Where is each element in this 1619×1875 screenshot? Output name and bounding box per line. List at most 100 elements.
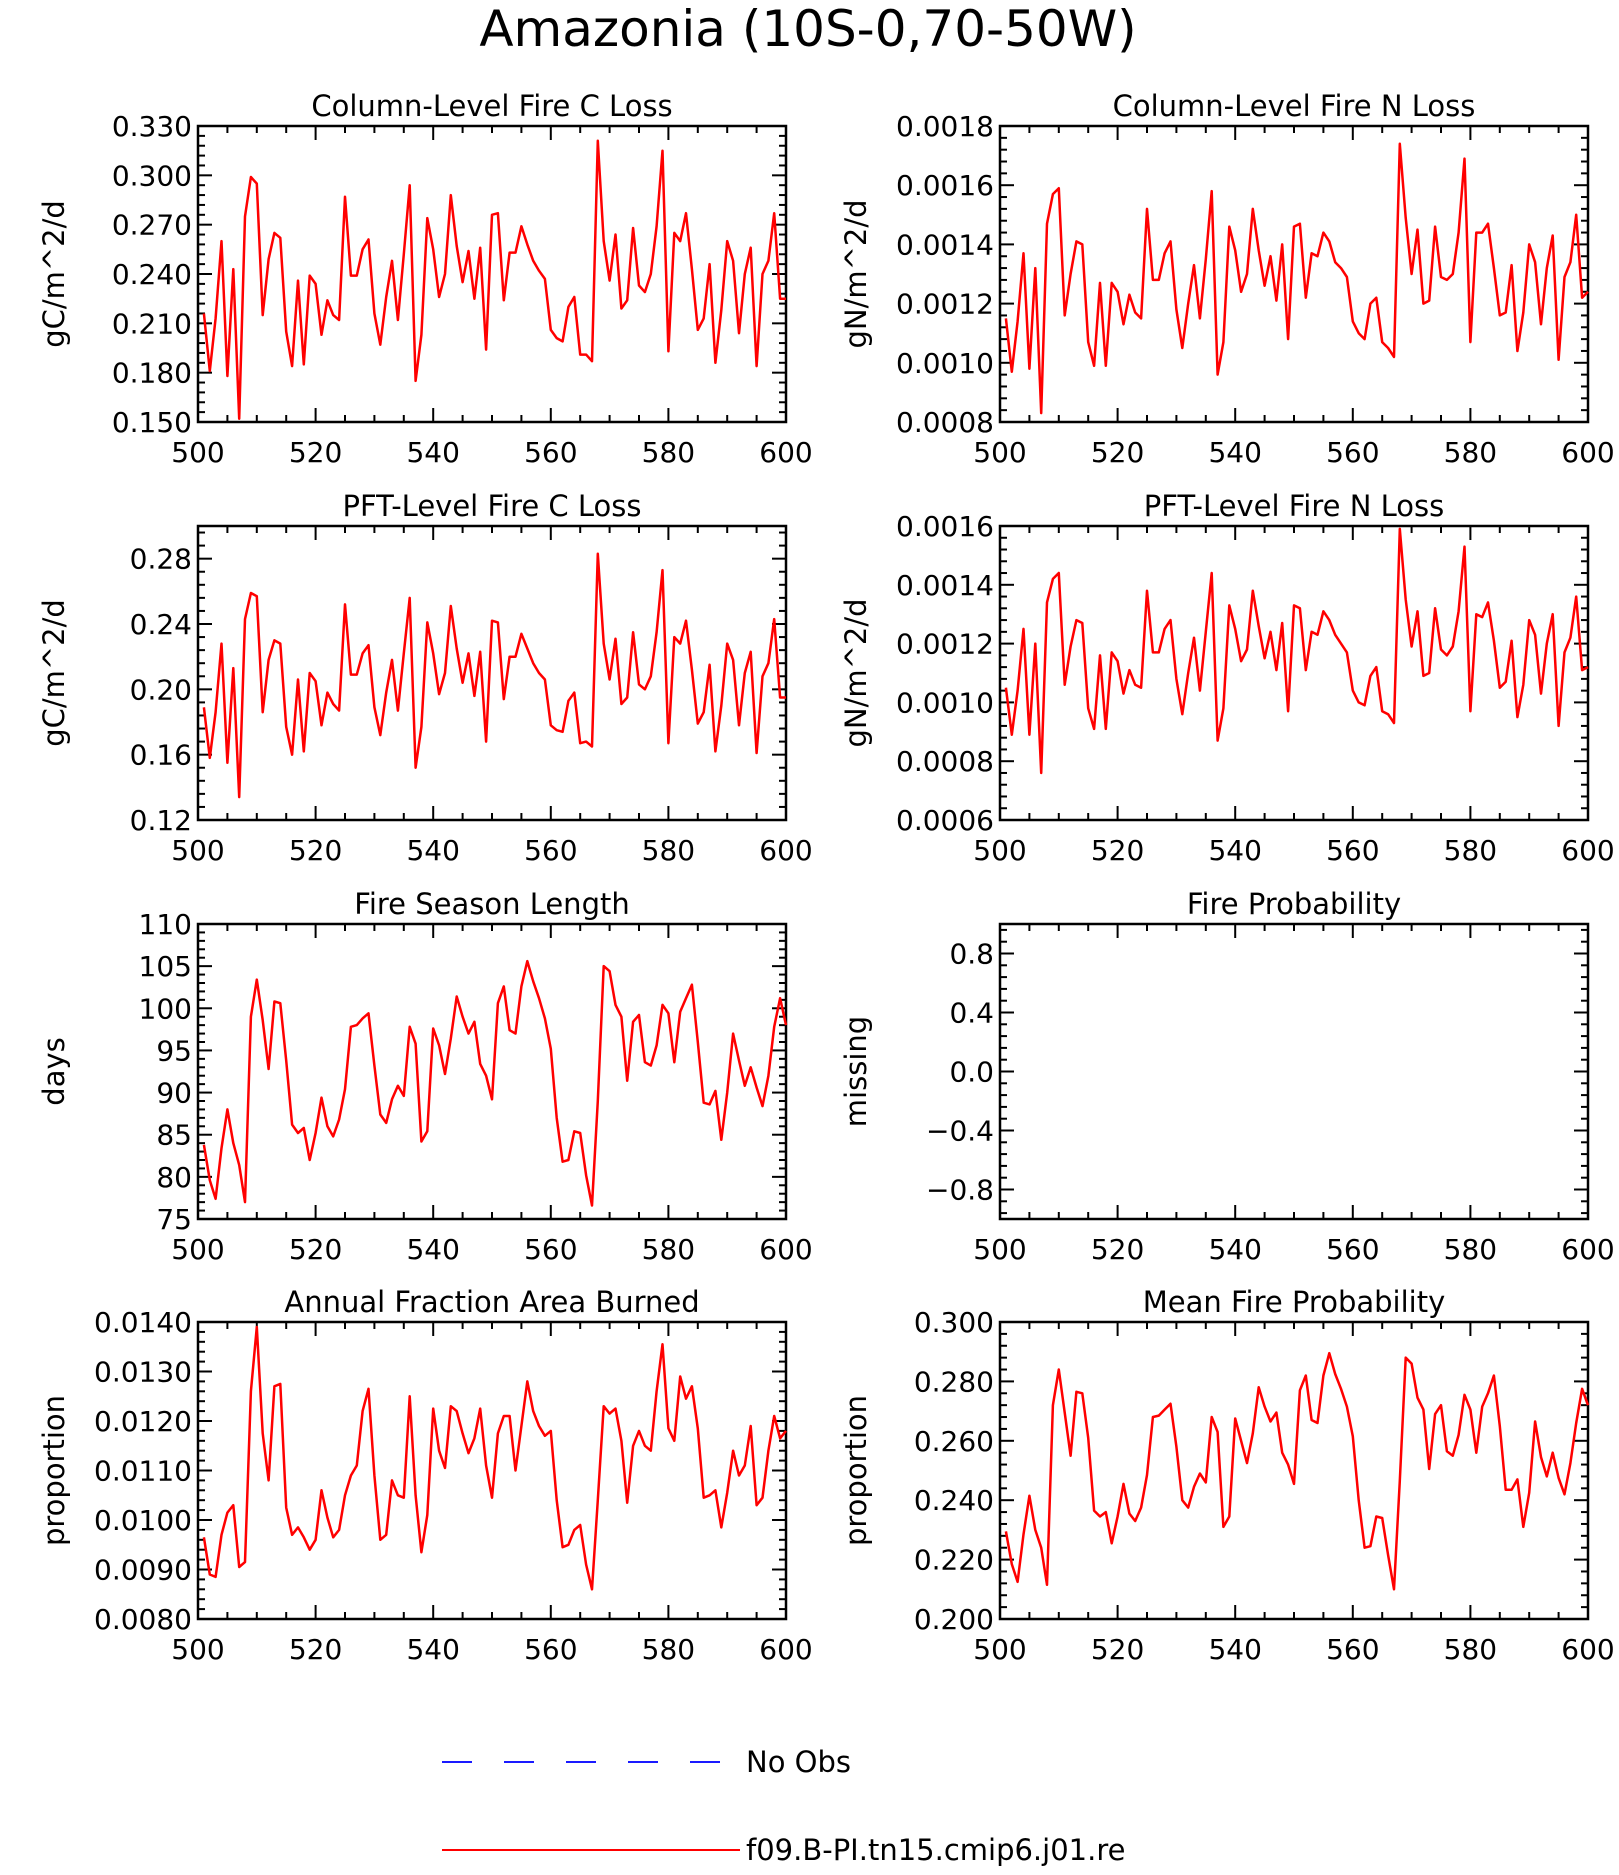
y-tick-label: 0.0008 xyxy=(896,745,994,778)
x-tick-label: 600 xyxy=(759,1233,812,1266)
x-tick-label: 540 xyxy=(1208,1633,1261,1666)
y-tick-label: 0.150 xyxy=(112,406,192,439)
y-tick-label: 0.280 xyxy=(914,1365,994,1398)
x-tick-label: 580 xyxy=(642,436,695,469)
plot-frame xyxy=(998,124,1590,424)
panel-8: Mean Fire Probability proportion 500 520 540… xyxy=(839,1285,1615,1666)
y-tick-label: 0.0016 xyxy=(896,510,994,543)
series-line-1 xyxy=(1004,1351,1590,1591)
x-tick-label: 540 xyxy=(1208,1233,1261,1266)
y-tick-label: 75 xyxy=(156,1203,192,1236)
x-tick-label: 560 xyxy=(1326,436,1379,469)
x-tick-label: 580 xyxy=(1444,1633,1497,1666)
legend-label-2: f09.B-PI.tn15.cmip6.j01.re xyxy=(746,1833,1125,1867)
x-tick-label: 520 xyxy=(289,436,342,469)
legend-label-1: No Obs xyxy=(746,1745,851,1779)
x-tick-label: 540 xyxy=(1208,834,1261,867)
y-tick-label: 0.0120 xyxy=(94,1405,192,1438)
y-tick-label: 110 xyxy=(139,908,192,941)
x-tick-label: 560 xyxy=(1326,1233,1379,1266)
x-tick-label: 500 xyxy=(973,834,1026,867)
panel-3: PFT-Level Fire C Loss gC/m^2/d 500 520 540 56… xyxy=(37,489,813,867)
y-tick-label: 0.330 xyxy=(112,110,192,143)
y-tick-label: 0.0012 xyxy=(896,628,994,661)
y-tick-label: 0.20 xyxy=(130,673,192,706)
y-tick-label: 0.260 xyxy=(914,1425,994,1458)
x-tick-label: 500 xyxy=(171,436,224,469)
y-tick-label: 0.210 xyxy=(112,307,192,340)
x-tick-label: 560 xyxy=(524,1633,577,1666)
x-tick-label: 580 xyxy=(1444,1233,1497,1266)
panel-title: Column-Level Fire N Loss xyxy=(1113,89,1476,123)
x-tick-label: 600 xyxy=(1561,1633,1614,1666)
x-tick-label: 560 xyxy=(524,1233,577,1266)
x-tick-label: 580 xyxy=(1444,436,1497,469)
x-tick-label: 540 xyxy=(406,436,459,469)
series-line-1 xyxy=(202,552,786,799)
y-tick-label: 85 xyxy=(156,1119,192,1152)
x-tick-label: 520 xyxy=(1091,834,1144,867)
y-tick-label: 95 xyxy=(156,1034,192,1067)
figure-title: Amazonia (10S-0,70-50W) xyxy=(479,0,1136,58)
series-line-1 xyxy=(1004,527,1589,775)
y-tick-label: 0.16 xyxy=(130,739,192,772)
x-tick-label: 500 xyxy=(171,1233,224,1266)
panel-title: PFT-Level Fire N Loss xyxy=(1144,489,1444,523)
x-tick-label: 540 xyxy=(1208,436,1261,469)
panel-title: Fire Season Length xyxy=(354,887,629,921)
x-tick-label: 500 xyxy=(973,436,1026,469)
y-tick-label: 0.0100 xyxy=(94,1504,192,1537)
y-tick-label: 0.0130 xyxy=(94,1356,192,1389)
y-tick-label: 0.220 xyxy=(914,1544,994,1577)
panel-title: Annual Fraction Area Burned xyxy=(284,1285,699,1319)
x-tick-label: 520 xyxy=(289,1633,342,1666)
x-tick-label: 500 xyxy=(973,1233,1026,1266)
x-tick-label: 600 xyxy=(1561,834,1614,867)
x-tick-label: 580 xyxy=(642,1633,695,1666)
y-tick-label: 105 xyxy=(139,950,192,983)
x-tick-label: 580 xyxy=(1444,834,1497,867)
panel-5: Fire Season Length days 500 520 540 560 580 600… xyxy=(37,887,813,1266)
y-axis-label: missing xyxy=(839,1016,873,1127)
x-tick-label: 540 xyxy=(406,1233,459,1266)
x-tick-label: 540 xyxy=(406,834,459,867)
x-tick-label: 520 xyxy=(1091,1233,1144,1266)
y-tick-label: 0.0010 xyxy=(896,347,994,380)
y-axis-label: gN/m^2/d xyxy=(839,598,873,747)
y-axis-label: gC/m^2/d xyxy=(37,599,71,747)
series-line-1 xyxy=(202,959,788,1207)
y-axis-label: gC/m^2/d xyxy=(37,200,71,348)
y-tick-label: 0.270 xyxy=(112,209,192,242)
plot-frame xyxy=(196,124,788,424)
x-tick-label: 560 xyxy=(1326,834,1379,867)
panel-6: Fire Probability missing 500 520 540 560 580 60… xyxy=(839,887,1615,1266)
y-tick-label: 0.180 xyxy=(112,357,192,390)
y-axis-label: gN/m^2/d xyxy=(839,199,873,348)
x-tick-label: 600 xyxy=(1561,1233,1614,1266)
panel-7: Annual Fraction Area Burned proportion 500… xyxy=(37,1285,813,1666)
plot-frame xyxy=(998,922,1590,1221)
y-tick-label: 0.0008 xyxy=(896,406,994,439)
y-tick-label: 0.0018 xyxy=(896,110,994,143)
series-line-1 xyxy=(202,139,786,420)
y-tick-label: 0.4 xyxy=(949,997,994,1030)
x-tick-label: 500 xyxy=(171,1633,224,1666)
x-tick-label: 560 xyxy=(1326,1633,1379,1666)
y-tick-label: 0.8 xyxy=(949,938,994,971)
panel-title: Fire Probability xyxy=(1187,887,1401,921)
y-tick-label: 0.200 xyxy=(914,1603,994,1636)
x-tick-label: 600 xyxy=(759,436,812,469)
x-tick-label: 520 xyxy=(289,834,342,867)
y-tick-label: 0.240 xyxy=(914,1484,994,1517)
series-line-1 xyxy=(1004,142,1589,415)
y-tick-label: −0.8 xyxy=(926,1174,994,1207)
x-tick-label: 600 xyxy=(759,1633,812,1666)
panel-title: Column-Level Fire C Loss xyxy=(311,89,672,123)
panel-1: Column-Level Fire C Loss gC/m^2/d 500 520 54… xyxy=(37,89,813,469)
y-tick-label: 0.0010 xyxy=(896,686,994,719)
plot-frame xyxy=(196,1320,788,1621)
legend: No Obs f09.B-PI.tn15.cmip6.j01.re xyxy=(442,1745,1125,1867)
y-axis-label: days xyxy=(37,1037,71,1105)
y-axis-label: proportion xyxy=(839,1395,873,1546)
y-tick-label: 0.0080 xyxy=(94,1603,192,1636)
